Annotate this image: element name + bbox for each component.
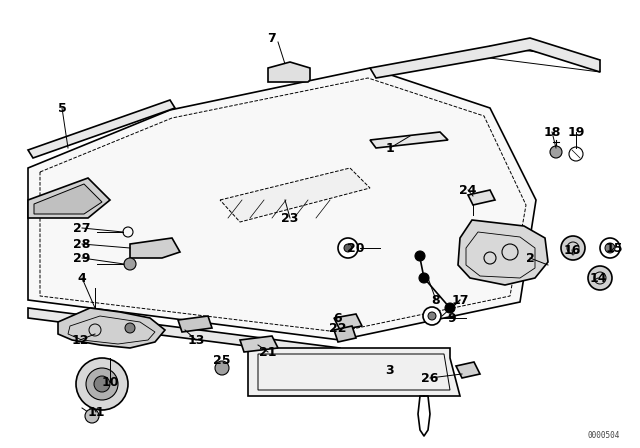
Text: 21: 21: [259, 345, 276, 358]
Text: 5: 5: [58, 102, 67, 115]
Text: 13: 13: [188, 333, 205, 346]
Polygon shape: [130, 238, 180, 258]
Circle shape: [550, 146, 562, 158]
Circle shape: [94, 376, 110, 392]
Circle shape: [338, 238, 358, 258]
Polygon shape: [28, 100, 175, 158]
Text: 15: 15: [605, 241, 623, 254]
Text: 25: 25: [213, 353, 231, 366]
Circle shape: [428, 312, 436, 320]
Polygon shape: [220, 168, 370, 222]
Polygon shape: [28, 178, 110, 218]
Circle shape: [561, 236, 585, 260]
Text: 26: 26: [421, 371, 438, 384]
Text: 4: 4: [77, 271, 86, 284]
Circle shape: [344, 244, 352, 252]
Polygon shape: [240, 336, 278, 352]
Text: 28: 28: [74, 237, 91, 250]
Polygon shape: [28, 308, 340, 358]
Polygon shape: [334, 314, 362, 330]
Text: 9: 9: [448, 311, 456, 324]
Text: 3: 3: [386, 363, 394, 376]
Polygon shape: [268, 62, 310, 82]
Polygon shape: [370, 132, 448, 148]
Polygon shape: [456, 362, 480, 378]
Text: 11: 11: [87, 405, 105, 418]
Text: 12: 12: [71, 333, 89, 346]
Text: 19: 19: [567, 125, 585, 138]
Circle shape: [415, 251, 425, 261]
Circle shape: [588, 266, 612, 290]
Polygon shape: [468, 190, 495, 205]
Text: 2: 2: [525, 251, 534, 264]
Text: 16: 16: [563, 244, 580, 257]
Circle shape: [445, 303, 455, 313]
Polygon shape: [248, 348, 460, 396]
Text: 10: 10: [101, 375, 119, 388]
Text: 17: 17: [451, 293, 468, 306]
Polygon shape: [28, 68, 536, 340]
Polygon shape: [458, 220, 548, 285]
Circle shape: [76, 358, 128, 410]
Polygon shape: [178, 316, 212, 332]
Text: 18: 18: [543, 125, 561, 138]
Polygon shape: [334, 326, 356, 342]
Polygon shape: [370, 38, 600, 78]
Text: 6: 6: [333, 311, 342, 324]
Circle shape: [86, 368, 118, 400]
Text: 0000504: 0000504: [588, 431, 620, 440]
Text: 29: 29: [74, 251, 91, 264]
Circle shape: [419, 273, 429, 283]
Text: 8: 8: [432, 293, 440, 306]
Text: 23: 23: [282, 211, 299, 224]
Text: 24: 24: [460, 184, 477, 197]
Text: 20: 20: [348, 241, 365, 254]
Text: 27: 27: [73, 221, 91, 234]
Text: 7: 7: [268, 31, 276, 44]
Polygon shape: [34, 184, 102, 214]
Circle shape: [605, 243, 615, 253]
Text: 22: 22: [329, 322, 347, 335]
Circle shape: [215, 361, 229, 375]
Circle shape: [423, 307, 441, 325]
Circle shape: [600, 238, 620, 258]
Circle shape: [124, 258, 136, 270]
Text: 1: 1: [386, 142, 394, 155]
Circle shape: [125, 323, 135, 333]
Text: 14: 14: [589, 271, 607, 284]
Polygon shape: [58, 308, 165, 348]
Circle shape: [85, 409, 99, 423]
